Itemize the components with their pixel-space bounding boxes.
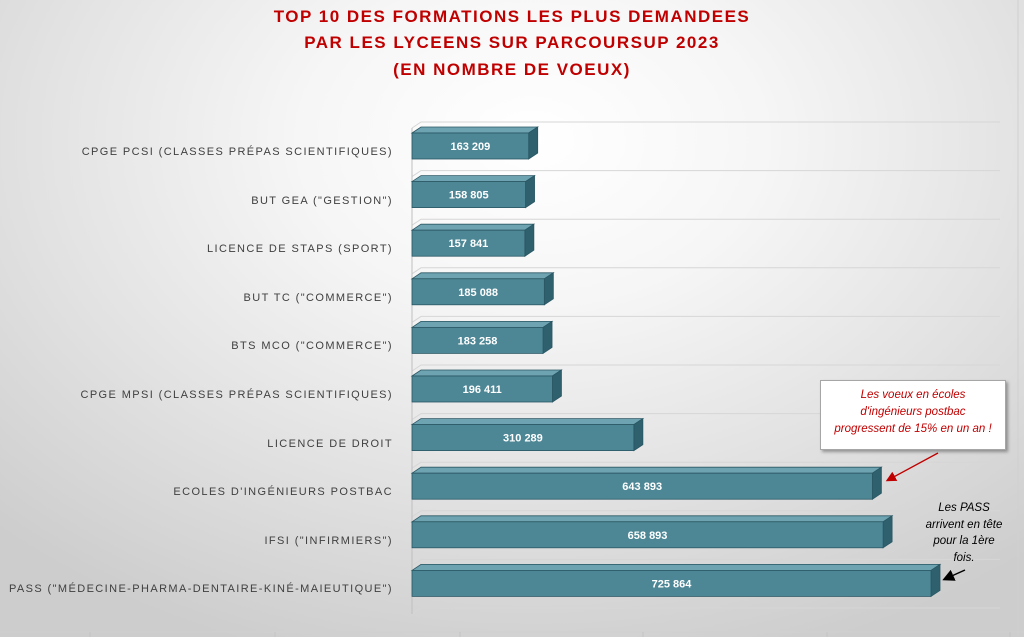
chart-gridlines (411, 121, 1000, 615)
bar-value-label: 310 289 (503, 433, 543, 445)
bar-group: 643 893 (410, 466, 883, 500)
category-label: IFSI ("INFIRMIERS") (264, 534, 393, 547)
bar-group: 185 088 (410, 272, 555, 306)
category-label: BUT TC ("COMMERCE") (243, 291, 393, 304)
gridline (411, 218, 1000, 226)
annotation-text-line: fois. (953, 551, 975, 564)
bars: 163 209 158 805 157 841 185 088 183 258 196 4… (410, 126, 942, 598)
annotation-text-line: Les PASS (938, 502, 990, 514)
annotation-text-line: pour la 1ère (933, 535, 995, 547)
bar (411, 472, 873, 500)
annotation-text-line: arrivent en tête (925, 518, 1003, 531)
gridline (411, 413, 1000, 421)
gridline (411, 315, 1000, 323)
gridline (411, 558, 1000, 566)
bar-value-label: 185 088 (458, 287, 498, 299)
bar-value-label: 658 893 (628, 530, 668, 542)
bar-group: 196 411 (410, 369, 563, 403)
category-label: PASS ("MÉDECINE-PHARMA-DENTAIRE-KINÉ-MAI… (8, 583, 393, 596)
bar (411, 570, 932, 597)
bar-value-label: 163 209 (450, 141, 490, 153)
annotation-arrow-red (885, 452, 939, 482)
bar-group: 157 841 (410, 223, 536, 257)
bar (411, 326, 544, 354)
bar-group: 158 805 (410, 174, 536, 209)
gridline (411, 607, 1000, 615)
category-label: LICENCE DE DROIT (267, 437, 393, 450)
bar-value-label: 196 411 (463, 384, 502, 396)
chart-title-line-1: TOP 10 DES FORMATIONS LES PLUS DEMANDEES (273, 7, 751, 26)
bar (411, 375, 553, 403)
bar-value-label: 183 258 (458, 335, 498, 347)
bar-value-label: 725 864 (652, 578, 693, 590)
bar-value-label: 157 841 (449, 238, 489, 250)
bar (411, 132, 530, 160)
bar-group: 725 864 (410, 563, 942, 598)
annotation-arrow-black (942, 569, 966, 581)
chart-title-line-2: PAR LES LYCEENS SUR PARCOURSUP 2023 (304, 33, 720, 52)
chart-title-line-3: (EN NOMBRE DE VOEUX) (393, 60, 631, 79)
gridline (411, 510, 1000, 518)
category-label: ECOLES D'INGÉNIEURS POSTBAC (173, 486, 393, 499)
bar-group: 183 258 (410, 320, 554, 355)
gridline (411, 121, 1000, 129)
annotation-callout-box: Les voeux en écoles d'ingénieurs postbac… (820, 380, 1006, 450)
category-label: BTS MCO ("COMMERCE") (231, 340, 393, 353)
annotation-text-line: Les voeux en écoles (860, 389, 966, 401)
bar (411, 424, 635, 452)
category-label: BUT GEA ("GESTION") (251, 194, 393, 207)
category-label: LICENCE DE STAPS (SPORT) (207, 243, 393, 256)
bar-value-label: 158 805 (449, 190, 489, 202)
bar-value-label: 643 893 (622, 481, 662, 493)
annotation-text-line: progressent de 15% en un an ! (834, 423, 992, 435)
category-label: CPGE PCSI (CLASSES PRÉPAS SCIENTIFIQUES) (81, 146, 393, 158)
gridline (411, 267, 1000, 275)
bar (411, 229, 526, 257)
bar (411, 278, 545, 306)
bar (411, 521, 884, 549)
bar-group: 163 209 (410, 126, 540, 160)
gridline (411, 461, 1000, 469)
bar (411, 181, 526, 209)
annotation-text-line: d'ingénieurs postbac (860, 406, 966, 418)
annotation-text: Les PASS arrivent en tête pour la 1ère f… (916, 500, 1012, 566)
bar-group: 310 289 (410, 417, 645, 452)
gridline (411, 364, 1000, 372)
gridline (411, 170, 1000, 178)
bar-group: 658 893 (410, 515, 894, 549)
category-label: CPGE MPSI (CLASSES PRÉPAS SCIENTIFIQUES) (80, 389, 393, 401)
